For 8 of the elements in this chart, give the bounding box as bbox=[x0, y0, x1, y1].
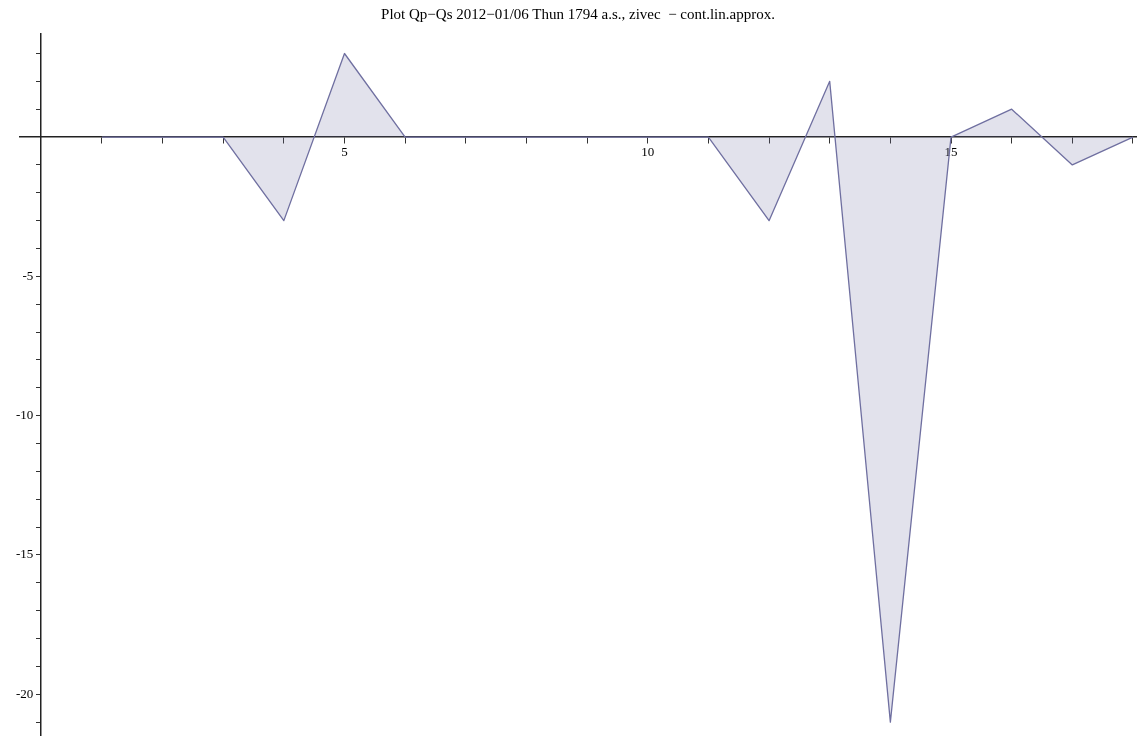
y-tick-label: -5 bbox=[22, 267, 34, 283]
y-tick-label: -20 bbox=[15, 685, 34, 701]
x-tick-label: 15 bbox=[944, 144, 958, 160]
y-tick-label: -10 bbox=[15, 407, 34, 423]
x-tick-label: 5 bbox=[341, 144, 348, 160]
x-tick-label: 10 bbox=[641, 144, 655, 160]
y-tick-label: -15 bbox=[15, 546, 34, 562]
chart-title: Plot Qp−Qs 2012−01/06 Thun 1794 a.s., zivec − cont.lin.approx. bbox=[381, 5, 775, 22]
